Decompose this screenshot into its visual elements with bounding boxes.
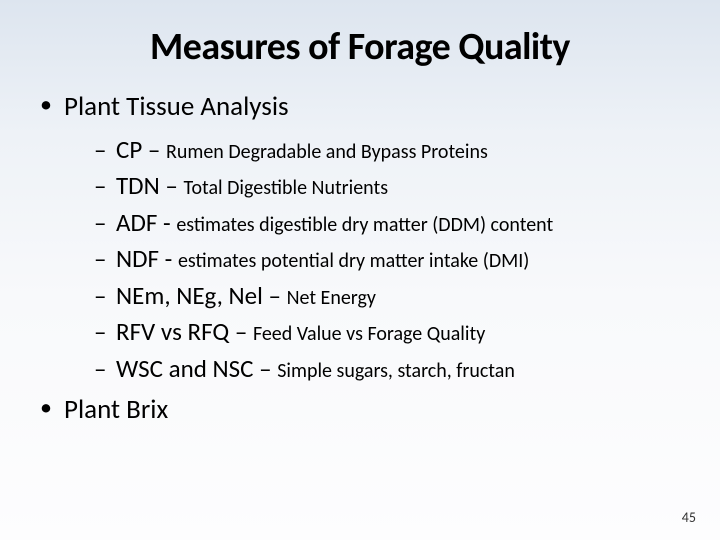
bullet-list-level2: CP – Rumen Degradable and Bypass Protein…: [64, 134, 684, 386]
sub-desc: Net Energy: [287, 286, 376, 310]
sub-desc: Feed Value vs Forage Quality: [253, 322, 485, 346]
sub-cp: CP – Rumen Degradable and Bypass Protein…: [94, 134, 684, 167]
sub-abbr: NDF: [116, 243, 165, 274]
sub-abbr: WSC and NSC: [116, 353, 259, 384]
bullet-text: Plant Brix: [64, 393, 168, 426]
bullet-plant-tissue: Plant Tissue Analysis CP – Rumen Degrada…: [36, 90, 684, 385]
sub-desc: Total Digestible Nutrients: [183, 176, 388, 200]
sub-sep: –: [235, 316, 253, 347]
sub-desc: estimates digestible dry matter (DDM) co…: [176, 213, 553, 237]
bullet-list-level1: Plant Tissue Analysis CP – Rumen Degrada…: [36, 90, 684, 427]
sub-abbr: ADF: [116, 207, 163, 238]
sub-abbr: CP: [116, 134, 148, 165]
slide-title: Measures of Forage Quality: [36, 24, 684, 70]
sub-ne: NEm, NEg, Nel – Net Energy: [94, 280, 684, 313]
sub-adf: ADF - estimates digestible dry matter (D…: [94, 207, 684, 240]
sub-abbr: TDN: [116, 170, 165, 201]
bullet-plant-brix: Plant Brix: [36, 393, 684, 427]
sub-sep: –: [148, 134, 166, 165]
sub-rfv: RFV vs RFQ – Feed Value vs Forage Qualit…: [94, 316, 684, 349]
sub-tdn: TDN – Total Digestible Nutrients: [94, 170, 684, 203]
page-number: 45: [682, 509, 696, 526]
bullet-text: Plant Tissue Analysis: [64, 90, 289, 123]
sub-sep: –: [165, 170, 183, 201]
sub-sep: -: [163, 207, 176, 238]
sub-sep: –: [259, 353, 277, 384]
sub-wsc: WSC and NSC – Simple sugars, starch, fru…: [94, 353, 684, 386]
sub-abbr: NEm, NEg, Nel: [116, 280, 268, 311]
sub-ndf: NDF - estimates potential dry matter int…: [94, 243, 684, 276]
sub-desc: estimates potential dry matter intake (D…: [178, 249, 529, 273]
sub-abbr: RFV vs RFQ: [116, 316, 235, 347]
slide-container: Measures of Forage Quality Plant Tissue …: [0, 0, 720, 540]
sub-desc: Rumen Degradable and Bypass Proteins: [166, 140, 488, 164]
sub-desc: Simple sugars, starch, fructan: [277, 359, 515, 383]
sub-sep: -: [165, 243, 178, 274]
sub-sep: –: [268, 280, 286, 311]
